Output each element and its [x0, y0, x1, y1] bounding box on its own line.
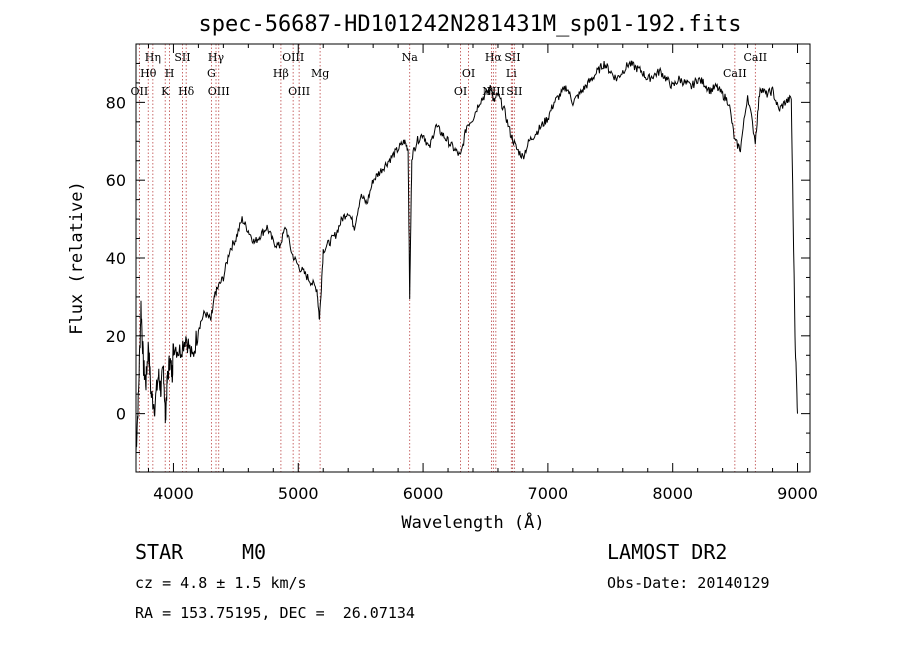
- spectral-line-label: CaII: [743, 51, 767, 64]
- spectral-line-label: SII: [174, 51, 190, 64]
- spectral-line-label: OIII: [282, 51, 304, 64]
- spectral-line-label: CaII: [723, 67, 747, 80]
- spectral-line-label: OIII: [208, 85, 230, 98]
- spectral-line-label: Hα: [485, 51, 503, 64]
- spectral-line-label: Hβ: [273, 67, 289, 80]
- x-tick-label: 7000: [528, 484, 569, 503]
- x-tick-label: 6000: [403, 484, 444, 503]
- object-class: STAR: [135, 540, 184, 564]
- y-tick-label: 80: [106, 93, 126, 112]
- spectral-line-label: SII: [506, 85, 522, 98]
- coordinates: RA = 153.75195, DEC = 26.07134: [135, 604, 415, 622]
- redshift-value: cz = 4.8 ± 1.5 km/s: [135, 574, 307, 592]
- chart-title: spec-56687-HD101242N281431M_sp01-192.fit…: [198, 12, 741, 37]
- spectral-line-label: G: [207, 67, 216, 80]
- spectral-line-label: OIII: [288, 85, 310, 98]
- spectral-line-label: OII: [131, 85, 149, 98]
- x-tick-label: 8000: [652, 484, 693, 503]
- series-layer: [135, 60, 798, 453]
- spectral-line-label: OI: [462, 67, 475, 80]
- object-subclass: M0: [242, 540, 267, 564]
- spectral-line-label: Mg: [311, 67, 329, 80]
- axis-ticks: 4000 5000 6000 7000 8000 9000 0 20 40 60 80: [106, 44, 818, 503]
- plot-frame: [135, 43, 811, 473]
- spectral-line-label: Na: [402, 51, 419, 64]
- spectral-line-label: SII: [504, 51, 520, 64]
- spectral-line-label: Li: [506, 67, 517, 80]
- x-tick-label: 9000: [777, 484, 818, 503]
- spectral-line-label: H: [165, 67, 175, 80]
- x-axis-label: Wavelength (Å): [401, 511, 544, 533]
- spectral-line-label: OI: [454, 85, 467, 98]
- x-tick-label: 4000: [153, 484, 194, 503]
- y-axis-label: Flux (relative): [67, 181, 87, 335]
- spectrum-series-line: [135, 60, 798, 453]
- y-tick-label: 0: [116, 405, 126, 424]
- survey-name: LAMOST DR2: [607, 540, 728, 564]
- y-tick-label: 40: [106, 249, 126, 268]
- spectral-line-label: Hδ: [178, 85, 195, 98]
- x-tick-label: 5000: [278, 484, 319, 503]
- spectrum-plot: spec-56687-HD101242N281431M_sp01-192.fit…: [67, 12, 818, 533]
- spectral-lines: OIIHθHηKHSIIHδGHγOIIIHβOIIIOIIIMgNaOIOIN…: [131, 44, 767, 472]
- y-tick-label: 60: [106, 171, 126, 190]
- spectral-line-label: K: [161, 85, 170, 98]
- observation-date: Obs-Date: 20140129: [607, 574, 770, 592]
- spectral-line-label: Hθ: [140, 67, 157, 80]
- spectral-line-label: Hγ: [208, 51, 225, 64]
- spectral-line-label: Hη: [145, 51, 161, 64]
- y-tick-label: 20: [106, 327, 126, 346]
